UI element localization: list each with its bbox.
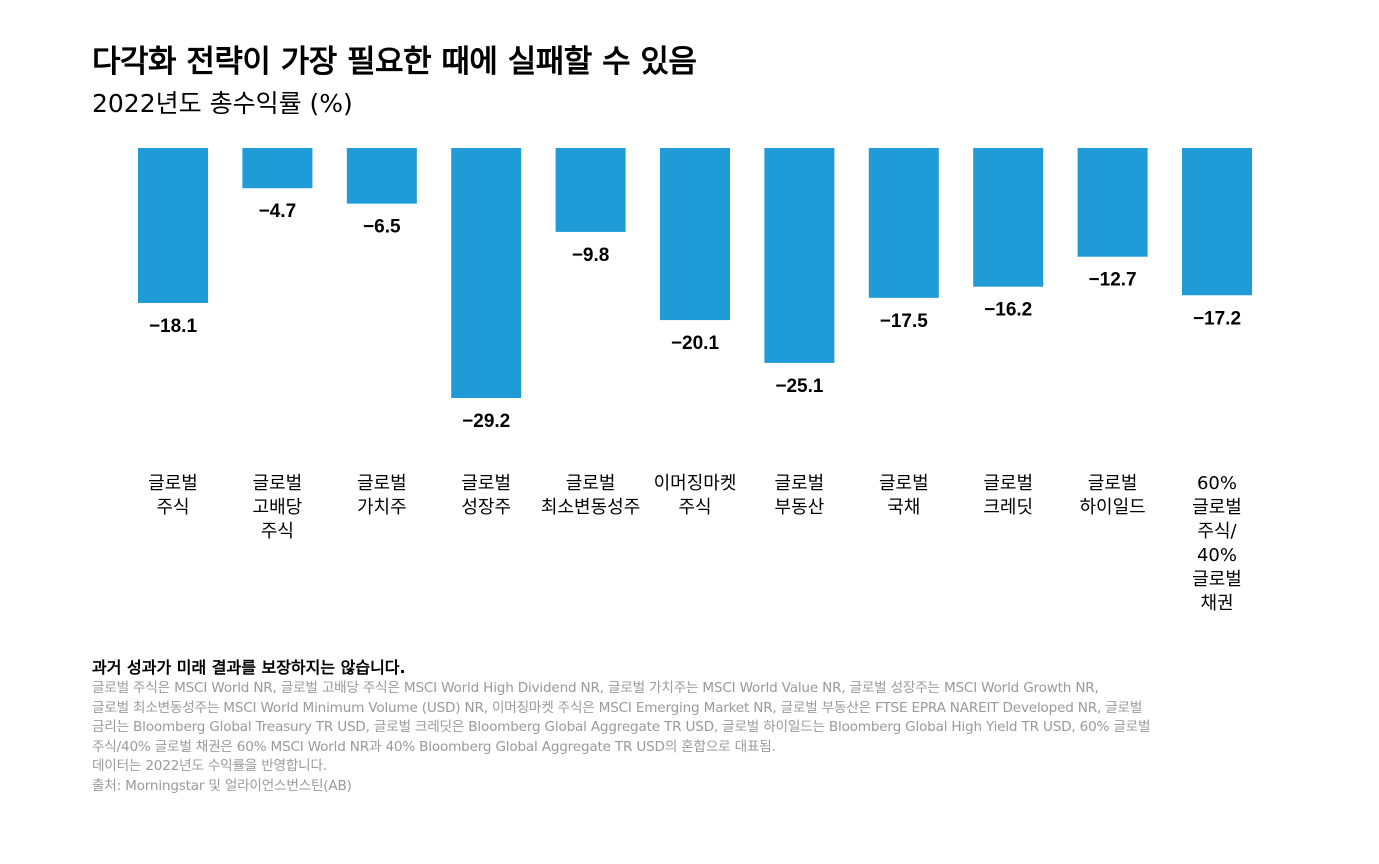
bar <box>868 148 939 298</box>
category-label-line: 글로벌 <box>878 473 929 494</box>
data-label: −17.5 <box>880 311 929 332</box>
category-label-line: 주식/ <box>1197 521 1237 542</box>
data-label: −9.8 <box>572 245 610 266</box>
bar <box>242 148 313 189</box>
bar <box>555 148 626 232</box>
category-label-line: 주식 <box>156 497 190 518</box>
category-label-line: 성장주 <box>461 497 512 518</box>
category-label-line: 부동산 <box>774 497 825 518</box>
category-label: 60% 글로벌 주식/40% 글로벌 채권 <box>1157 472 1277 616</box>
chart-title: 다각화 전략이 가장 필요한 때에 실패할 수 있음 <box>92 44 697 80</box>
category-label-line: 글로벌 <box>565 473 616 494</box>
category-label-line: 국채 <box>887 497 921 518</box>
bar <box>1077 148 1148 257</box>
bar <box>660 148 730 321</box>
footnote-line: 주식/40% 글로벌 채권은 60% MSCI World NR과 40% Bl… <box>92 738 776 755</box>
category-label-line: 글로벌 <box>1087 473 1138 494</box>
category-label-line: 40% <box>1196 545 1237 566</box>
data-label: −17.2 <box>1193 308 1241 329</box>
category-label-line: 글로벌 <box>1192 569 1242 590</box>
category-label-line: 글로벌 <box>1192 497 1242 518</box>
category-label-line: 최소변동성주 <box>540 497 641 518</box>
bar <box>1182 148 1252 296</box>
category-label-line: 주식 <box>678 497 712 518</box>
data-label: −25.1 <box>775 376 824 397</box>
category-label-line: 글로벌 <box>356 473 407 494</box>
bar <box>973 148 1044 287</box>
disclaimer: 과거 성과가 미래 결과를 보장하지는 않습니다. <box>92 658 406 677</box>
category-label-line: 주식 <box>260 521 294 542</box>
footnote-line: 금리는 Bloomberg Global Treasury TR USD, 글로… <box>92 719 1151 735</box>
data-label: −18.1 <box>149 316 198 337</box>
category-label-line: 크레딧 <box>983 497 1034 518</box>
bar <box>346 148 417 204</box>
bar <box>764 148 835 363</box>
footnote-line: 글로벌 최소변동성주는 MSCI World Minimum Volume (U… <box>92 699 1143 716</box>
category-label-line: 고배당 <box>252 497 303 518</box>
bar <box>451 148 522 398</box>
bar-chart: −18.1 −4.7 −6.5 −29.2 −9.8 −20.1 −25.1 −17.5 −16… <box>138 148 1252 432</box>
footnotes: 과거 성과가 미래 결과를 보장하지는 않습니다. 글로벌 주식은 MSCI W… <box>92 657 1322 796</box>
category-label-line: 하이일드 <box>1079 497 1146 518</box>
category-label-line: 이머징마켓 <box>653 473 737 494</box>
data-label: −12.7 <box>1089 270 1137 291</box>
category-label-line: 글로벌 <box>148 473 198 494</box>
category-label-line: 글로벌 <box>774 473 825 494</box>
data-label: −20.1 <box>671 333 720 354</box>
footnote-line: 글로벌 주식은 MSCI World NR, 글로벌 고배당 주식은 MSCI … <box>92 680 1099 696</box>
category-label-line: 글로벌 <box>461 473 512 494</box>
category-label-line: 가치주 <box>356 497 407 518</box>
data-label: −6.5 <box>363 217 401 238</box>
bar <box>138 148 208 303</box>
category-label-line: 채권 <box>1200 593 1234 614</box>
chart-subtitle: 2022년도 총수익률 (%) <box>92 89 353 118</box>
data-label: −29.2 <box>462 411 510 432</box>
source-note: 출처: Morningstar 및 얼라이언스번스틴(AB) <box>92 777 352 794</box>
data-label: −16.2 <box>984 300 1032 321</box>
data-label: −4.7 <box>259 201 297 222</box>
category-label-line: 60% <box>1196 473 1237 494</box>
data-note: 데이터는 2022년도 수익률을 반영합니다. <box>92 758 327 774</box>
category-label-line: 글로벌 <box>252 473 303 494</box>
category-label-line: 글로벌 <box>983 473 1034 494</box>
